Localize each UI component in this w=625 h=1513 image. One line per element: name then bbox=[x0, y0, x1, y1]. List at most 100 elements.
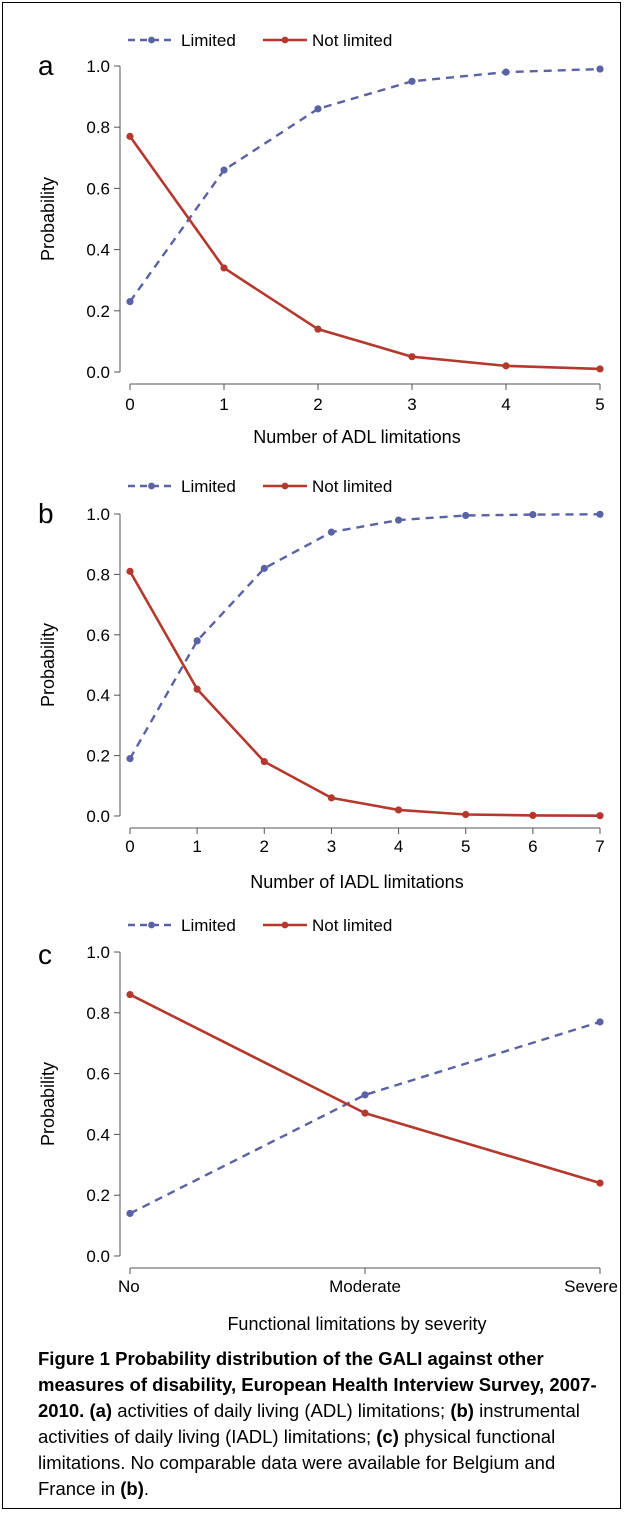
panel-label: c bbox=[38, 939, 52, 970]
y-tick-label: 1.0 bbox=[86, 505, 110, 524]
caption-panel-ref: (b) bbox=[450, 1400, 474, 1421]
y-tick-label: 0.0 bbox=[86, 1247, 110, 1266]
x-tick-label: 6 bbox=[528, 837, 537, 856]
x-tick-label: 3 bbox=[407, 395, 416, 414]
caption-text: . bbox=[143, 1478, 150, 1499]
legend-marker-0 bbox=[148, 482, 155, 490]
y-axis-title: Probability bbox=[38, 623, 58, 707]
data-point-not-limited bbox=[193, 685, 201, 693]
caption-panel-ref: (c) bbox=[376, 1426, 399, 1447]
legend-marker-1 bbox=[281, 36, 289, 44]
caption-panel-ref: (a) bbox=[89, 1400, 113, 1421]
x-axis-title: Functional limitations by severity bbox=[227, 1314, 486, 1334]
y-tick-label: 0.0 bbox=[86, 363, 110, 382]
series-line-not-limited bbox=[128, 570, 601, 817]
data-point-not-limited bbox=[220, 264, 228, 272]
caption-body: (a) activities of daily living (ADL) lim… bbox=[38, 1400, 580, 1499]
caption-text: instrumental activities of daily living … bbox=[38, 1400, 580, 1447]
data-point-limited bbox=[260, 564, 268, 572]
data-point-limited bbox=[126, 298, 134, 306]
panel-label: b bbox=[38, 498, 54, 529]
x-tick-label: 3 bbox=[327, 837, 336, 856]
x-tick-label: No bbox=[118, 1277, 140, 1296]
x-tick-label: 1 bbox=[219, 395, 228, 414]
x-tick-label: 7 bbox=[595, 837, 604, 856]
x-tick-label: 1 bbox=[192, 837, 201, 856]
legend-label-0: Limited bbox=[181, 916, 236, 935]
legend-label-0: Limited bbox=[181, 477, 236, 496]
y-tick-label: 0.8 bbox=[86, 118, 110, 137]
data-point-limited bbox=[462, 511, 470, 520]
y-tick-label: 0.8 bbox=[86, 1004, 110, 1023]
legend-marker-1 bbox=[281, 921, 289, 929]
caption-text: activities of daily living (ADL) limitat… bbox=[112, 1400, 451, 1421]
data-point-not-limited bbox=[126, 990, 134, 999]
legend-label-1: Not limited bbox=[312, 477, 392, 496]
data-point-limited bbox=[529, 511, 537, 519]
data-point-not-limited bbox=[394, 806, 403, 814]
x-tick-label: 4 bbox=[501, 395, 510, 414]
data-point-not-limited bbox=[260, 758, 268, 766]
y-tick-label: 0.8 bbox=[86, 565, 110, 584]
legend-marker-0 bbox=[148, 921, 155, 929]
y-axis-title: Probability bbox=[38, 177, 58, 261]
x-tick-label: 0 bbox=[125, 837, 134, 856]
data-point-not-limited bbox=[529, 811, 537, 819]
data-point-not-limited bbox=[327, 794, 336, 802]
y-tick-label: 0.4 bbox=[86, 686, 110, 705]
data-point-not-limited bbox=[596, 1179, 604, 1187]
data-point-not-limited bbox=[408, 353, 416, 361]
legend-marker-1 bbox=[281, 482, 289, 490]
caption-text: physical functional limitations. No comp… bbox=[38, 1426, 556, 1499]
data-point-limited bbox=[394, 516, 403, 524]
legend-marker-0 bbox=[148, 36, 155, 44]
chart-panel-c: Limited Not limited c 0.0 0.2 0.4 0.6 0.8 1.0 No M… bbox=[38, 916, 618, 1334]
y-tick-label: 0.2 bbox=[86, 747, 110, 766]
data-point-not-limited bbox=[462, 810, 470, 819]
data-point-limited bbox=[193, 637, 201, 645]
series-line-not-limited bbox=[128, 135, 601, 371]
legend-label-1: Not limited bbox=[312, 31, 392, 50]
y-axis-title: Probability bbox=[38, 1062, 58, 1146]
x-tick-label: Moderate bbox=[329, 1277, 401, 1296]
data-point-limited bbox=[502, 68, 510, 76]
data-point-limited bbox=[596, 510, 604, 518]
x-tick-label: Severe bbox=[564, 1277, 618, 1296]
x-tick-label: 2 bbox=[313, 395, 322, 414]
figure-caption: Figure 1 Probability distribution of the… bbox=[38, 1346, 608, 1502]
y-tick-label: 1.0 bbox=[86, 943, 110, 962]
data-point-limited bbox=[126, 1209, 134, 1218]
data-point-limited bbox=[596, 1018, 604, 1026]
data-point-limited bbox=[327, 528, 336, 536]
data-point-not-limited bbox=[596, 365, 604, 373]
chart-panel-b: Limited Not limited b 0.0 0.2 0.4 0.6 0.8 1.0 0 1 2… bbox=[38, 477, 605, 892]
series-line-limited bbox=[129, 1020, 601, 1215]
data-point-not-limited bbox=[596, 812, 604, 820]
y-tick-label: 0.6 bbox=[86, 179, 110, 198]
x-tick-label: 5 bbox=[595, 395, 604, 414]
legend-label-1: Not limited bbox=[312, 916, 392, 935]
data-point-not-limited bbox=[361, 1109, 369, 1117]
x-axis-title: Number of IADL limitations bbox=[250, 872, 463, 892]
y-tick-label: 1.0 bbox=[86, 57, 110, 76]
y-tick-label: 0.6 bbox=[86, 1065, 110, 1084]
y-tick-label: 0.0 bbox=[86, 807, 110, 826]
x-tick-label: 4 bbox=[394, 837, 403, 856]
chart-panel-a: Limited Not limited a 0.0 0.2 0.4 0.6 0.8 1.0 0 1 2… bbox=[38, 31, 605, 447]
panel-label: a bbox=[38, 50, 54, 81]
y-tick-label: 0.6 bbox=[86, 626, 110, 645]
x-tick-label: 5 bbox=[461, 837, 470, 856]
x-tick-label: 0 bbox=[125, 395, 134, 414]
data-point-not-limited bbox=[126, 567, 134, 575]
x-tick-label: 2 bbox=[260, 837, 269, 856]
data-point-limited bbox=[408, 77, 416, 85]
y-tick-label: 0.2 bbox=[86, 302, 110, 321]
series-line-limited bbox=[129, 67, 601, 303]
y-tick-label: 0.2 bbox=[86, 1186, 110, 1205]
y-tick-label: 0.4 bbox=[86, 1125, 110, 1144]
data-point-limited bbox=[361, 1091, 369, 1099]
caption-panel-ref: (b) bbox=[120, 1478, 144, 1499]
y-tick-label: 0.4 bbox=[86, 241, 110, 260]
series-line-limited bbox=[128, 513, 601, 760]
